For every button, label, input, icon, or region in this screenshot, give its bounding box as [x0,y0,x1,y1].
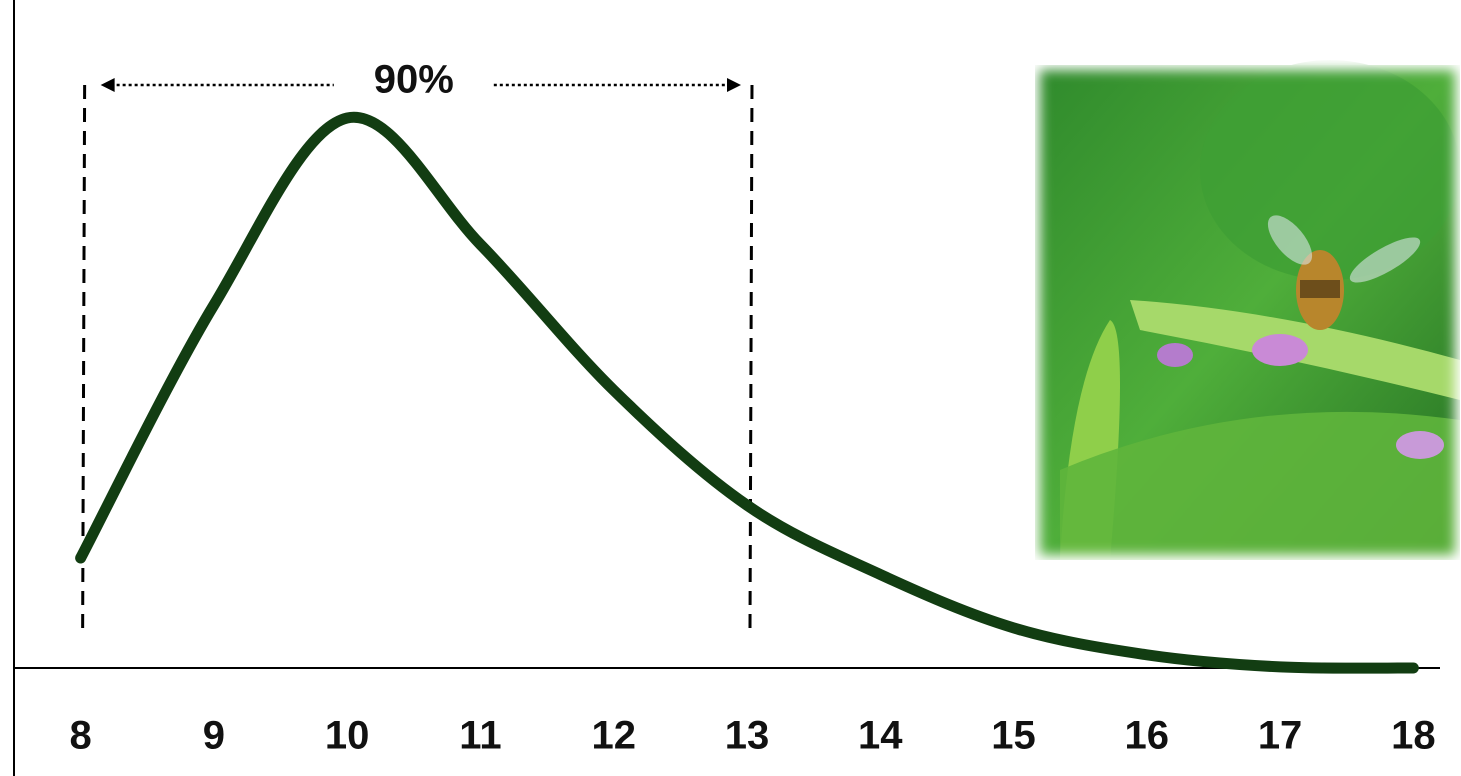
x-tick-label: 12 [591,714,636,758]
line [75,111,1419,674]
x-tick-label: 10 [325,714,370,758]
x-tick-label: 13 [725,714,770,758]
x-tick-label: 18 [1391,714,1436,758]
x-tick-label: 9 [203,714,225,758]
arrow-head [100,78,115,92]
x-tick-label: 14 [858,714,903,758]
arrow-head [726,78,741,92]
x-tick-label: 11 [459,714,501,758]
x-tick-label: 15 [991,714,1036,758]
x-tick-label: 8 [70,714,92,758]
x-tick-label: 16 [1125,714,1170,758]
annotation-label: 90% [374,58,454,102]
range-line [748,84,754,631]
x-tick-label: 17 [1258,714,1303,758]
photo [1035,60,1460,560]
